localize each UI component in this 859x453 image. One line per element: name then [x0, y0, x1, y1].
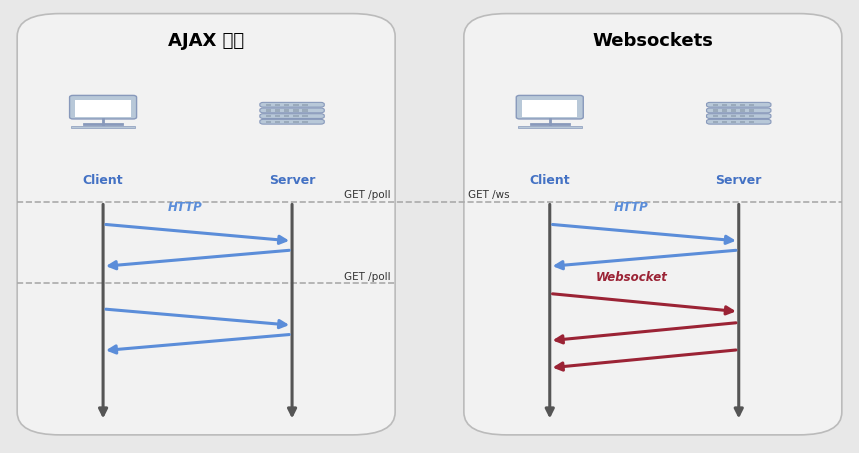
Bar — [275, 104, 280, 106]
Bar — [713, 104, 718, 106]
FancyBboxPatch shape — [259, 102, 324, 107]
Text: Client: Client — [82, 174, 124, 188]
FancyBboxPatch shape — [706, 102, 771, 107]
Bar — [518, 126, 582, 128]
Bar — [266, 109, 271, 111]
Bar — [740, 109, 745, 111]
Bar — [722, 104, 727, 106]
Bar — [722, 120, 727, 123]
Bar — [293, 109, 299, 111]
FancyBboxPatch shape — [70, 96, 137, 119]
Bar — [302, 109, 308, 111]
FancyBboxPatch shape — [17, 14, 395, 435]
FancyBboxPatch shape — [259, 114, 324, 118]
Bar — [302, 115, 308, 117]
Bar — [713, 109, 718, 111]
Bar — [302, 104, 308, 106]
Text: HTTP: HTTP — [614, 201, 649, 214]
Bar — [284, 109, 289, 111]
Bar — [293, 115, 299, 117]
Bar — [266, 115, 271, 117]
Bar — [266, 120, 271, 123]
Text: Websocket: Websocket — [595, 270, 667, 284]
Text: GET /ws: GET /ws — [468, 190, 509, 200]
Text: GET /poll: GET /poll — [344, 272, 391, 282]
Bar — [713, 115, 718, 117]
Text: AJAX 轮询: AJAX 轮询 — [168, 32, 244, 50]
FancyBboxPatch shape — [706, 114, 771, 118]
FancyBboxPatch shape — [706, 120, 771, 124]
Text: GET /poll: GET /poll — [344, 190, 391, 200]
FancyBboxPatch shape — [259, 108, 324, 113]
Text: HTTP: HTTP — [168, 201, 202, 214]
Bar — [731, 109, 736, 111]
Bar — [713, 120, 718, 123]
Bar — [284, 115, 289, 117]
Bar — [731, 115, 736, 117]
FancyBboxPatch shape — [259, 120, 324, 124]
Text: Server: Server — [269, 174, 315, 188]
Bar — [722, 109, 727, 111]
Bar — [293, 104, 299, 106]
Bar — [275, 115, 280, 117]
Bar — [266, 104, 271, 106]
Bar — [71, 126, 135, 128]
Bar — [749, 109, 754, 111]
Bar — [284, 104, 289, 106]
FancyBboxPatch shape — [706, 108, 771, 113]
Bar — [749, 120, 754, 123]
Bar — [275, 120, 280, 123]
Bar — [740, 115, 745, 117]
Bar — [76, 100, 131, 117]
Bar — [740, 120, 745, 123]
Bar — [740, 104, 745, 106]
Bar — [275, 109, 280, 111]
Bar — [749, 115, 754, 117]
Bar — [522, 100, 577, 117]
Text: Server: Server — [716, 174, 762, 188]
Bar — [731, 120, 736, 123]
FancyBboxPatch shape — [516, 96, 583, 119]
Text: Client: Client — [529, 174, 570, 188]
Bar — [293, 120, 299, 123]
Text: Websockets: Websockets — [593, 32, 713, 50]
FancyBboxPatch shape — [464, 14, 842, 435]
Bar — [722, 115, 727, 117]
Bar — [731, 104, 736, 106]
Bar — [284, 120, 289, 123]
Bar — [302, 120, 308, 123]
Bar — [749, 104, 754, 106]
